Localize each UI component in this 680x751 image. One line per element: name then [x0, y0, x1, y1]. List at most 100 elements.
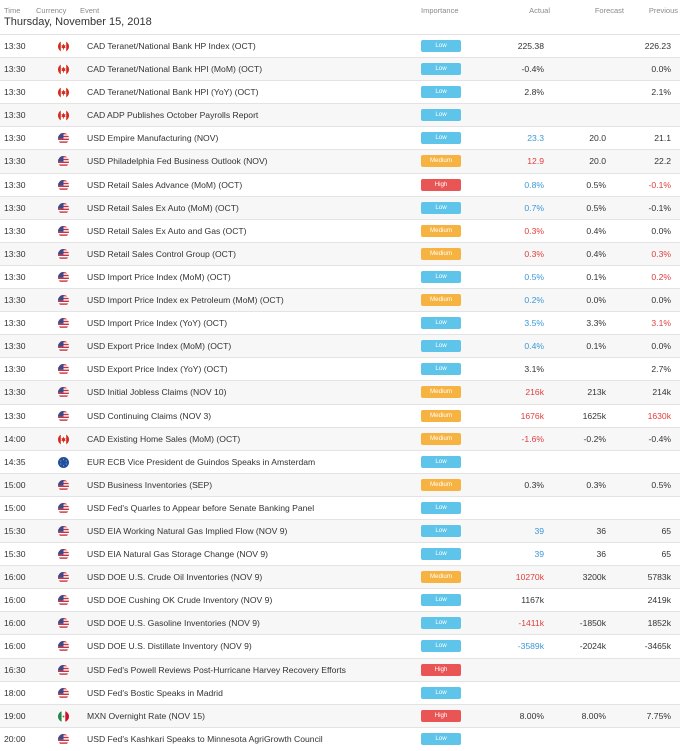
table-row[interactable]: 13:30 USD Export Price Index (MoM) (OCT) L…	[0, 334, 680, 358]
event-name[interactable]: USD Fed's Quarles to Appear before Senat…	[87, 502, 315, 513]
table-row[interactable]: 16:00 USD DOE U.S. Distillate Inventory (…	[0, 634, 680, 657]
forecast-value: 0.1%	[586, 341, 606, 352]
importance-badge: Low	[421, 317, 461, 330]
event-name[interactable]: USD Import Price Index ex Petroleum (MoM…	[87, 295, 284, 306]
previous-value: 65	[661, 525, 671, 536]
table-row[interactable]: 14:00 CAD Existing Home Sales (MoM) (OCT)…	[0, 426, 680, 450]
table-row[interactable]: 13:30 USD Retail Sales Control Group (OCT…	[0, 241, 680, 265]
table-row[interactable]: 13:30 USD Export Price Index (YoY) (OCT) L…	[0, 357, 680, 380]
event-name[interactable]: USD Import Price Index (MoM) (OCT)	[87, 271, 231, 282]
event-time: 13:30	[4, 295, 26, 306]
importance-badge: Low	[421, 617, 461, 630]
importance-badge: Medium	[421, 224, 461, 237]
table-row[interactable]: 13:30 CAD ADP Publishes October Payrolls …	[0, 103, 680, 127]
event-name[interactable]: USD Philadelphia Fed Business Outlook (N…	[87, 156, 268, 167]
event-name[interactable]: USD Empire Manufacturing (NOV)	[87, 133, 219, 144]
table-row[interactable]: 13:30 USD Retail Sales Ex Auto (MoM) (OCT…	[0, 195, 680, 219]
event-name[interactable]: USD DOE U.S. Distillate Inventory (NOV 9…	[87, 641, 252, 652]
column-header-previous[interactable]: Previous	[648, 6, 678, 15]
table-row[interactable]: 13:30 USD Empire Manufacturing (NOV) Low 23…	[0, 126, 680, 149]
column-header-time[interactable]: Time	[4, 6, 21, 15]
previous-value: 0.5%	[651, 479, 671, 490]
column-header-importance[interactable]: Importance	[421, 6, 459, 15]
table-row[interactable]: 13:30 USD Philadelphia Fed Business Outlo…	[0, 149, 680, 173]
column-header-currency[interactable]: Currency	[36, 6, 67, 15]
event-name[interactable]: USD EIA Natural Gas Storage Change (NOV …	[87, 549, 269, 560]
importance-badge: Low	[421, 363, 461, 376]
event-time: 13:30	[4, 364, 26, 375]
event-name[interactable]: USD Retail Sales Ex Auto and Gas (OCT)	[87, 225, 247, 236]
table-row[interactable]: 13:30 USD Continuing Claims (NOV 3) Medium…	[0, 403, 680, 427]
event-name[interactable]: USD Fed's Bostic Speaks in Madrid	[87, 687, 223, 698]
forecast-value: -0.2%	[583, 433, 606, 444]
event-name[interactable]: EUR ECB Vice President de Guindos Speaks…	[87, 456, 316, 467]
event-name[interactable]: CAD Teranet/National Bank HPI (MoM) (OCT…	[87, 64, 263, 75]
event-name[interactable]: USD DOE Cushing OK Crude Inventory (NOV …	[87, 595, 273, 606]
table-row[interactable]: 13:30 USD Retail Sales Advance (MoM) (OCT…	[0, 172, 680, 196]
event-name[interactable]: USD DOE U.S. Crude Oil Inventories (NOV …	[87, 572, 263, 583]
forecast-value: 0.3%	[586, 479, 606, 490]
table-row[interactable]: 16:00 USD DOE Cushing OK Crude Inventory …	[0, 588, 680, 611]
table-row[interactable]: 15:00 USD Business Inventories (SEP) Mediu…	[0, 472, 680, 496]
event-name[interactable]: USD Continuing Claims (NOV 3)	[87, 410, 212, 421]
event-time: 13:30	[4, 133, 26, 144]
us-flag-icon	[58, 318, 69, 330]
event-name[interactable]: USD Fed's Powell Reviews Post-Hurricane …	[87, 664, 346, 675]
table-row[interactable]: 20:00 USD Fed's Kashkari Speaks to Minnes…	[0, 726, 680, 751]
table-row[interactable]: 15:30 USD EIA Working Natural Gas Implied…	[0, 518, 680, 543]
event-name[interactable]: USD Retail Sales Advance (MoM) (OCT)	[87, 179, 243, 190]
table-row[interactable]: 14:35 EUR ECB Vice President de Guindos S…	[0, 449, 680, 473]
table-row[interactable]: 13:30 USD Retail Sales Ex Auto and Gas (O…	[0, 218, 680, 242]
forecast-value: -1850k	[579, 618, 606, 629]
event-name[interactable]: USD DOE U.S. Gasoline Inventories (NOV 9…	[87, 618, 260, 629]
event-name[interactable]: CAD Existing Home Sales (MoM) (OCT)	[87, 433, 241, 444]
table-row[interactable]: 18:00 USD Fed's Bostic Speaks in Madrid Lo…	[0, 680, 680, 704]
previous-value: -0.1%	[648, 179, 671, 190]
event-time: 13:30	[4, 341, 26, 352]
previous-value	[528, 728, 671, 751]
table-row[interactable]: 16:30 USD Fed's Powell Reviews Post-Hurri…	[0, 657, 680, 681]
table-row[interactable]: 16:00 USD DOE U.S. Gasoline Inventories (…	[0, 611, 680, 635]
table-row[interactable]: 13:30 USD Initial Jobless Claims (NOV 10)…	[0, 380, 680, 404]
event-name[interactable]: MXN Overnight Rate (NOV 15)	[87, 710, 205, 721]
event-name[interactable]: USD Retail Sales Control Group (OCT)	[87, 248, 237, 259]
table-row[interactable]: 13:30 USD Import Price Index ex Petroleum…	[0, 288, 680, 312]
event-name[interactable]: USD Import Price Index (YoY) (OCT)	[87, 318, 228, 329]
event-name[interactable]: CAD ADP Publishes October Payrolls Repor…	[87, 110, 259, 121]
event-name[interactable]: USD EIA Working Natural Gas Implied Flow…	[87, 525, 288, 536]
us-flag-icon	[58, 341, 69, 353]
event-name[interactable]: USD Retail Sales Ex Auto (MoM) (OCT)	[87, 202, 239, 213]
table-row[interactable]: 13:30 CAD Teranet/National Bank HPI (YoY)…	[0, 80, 680, 103]
column-header-event[interactable]: Event	[80, 6, 100, 15]
importance-badge: Low	[421, 640, 461, 653]
forecast-value: 3200k	[582, 572, 606, 583]
event-name[interactable]: USD Export Price Index (MoM) (OCT)	[87, 341, 232, 352]
previous-value: 1630k	[647, 410, 671, 421]
actual-value: 10270k	[515, 572, 544, 583]
column-header-actual[interactable]: Actual	[529, 6, 550, 15]
us-flag-icon	[58, 525, 69, 537]
table-row[interactable]: 16:00 USD DOE U.S. Crude Oil Inventories …	[0, 565, 680, 589]
event-time: 13:30	[4, 87, 26, 98]
table-row[interactable]: 13:30 CAD Teranet/National Bank HPI (MoM)…	[0, 57, 680, 81]
event-name[interactable]: CAD Teranet/National Bank HP Index (OCT)	[87, 41, 256, 51]
event-name[interactable]: USD Business Inventories (SEP)	[87, 479, 213, 490]
column-header-forecast[interactable]: Forecast	[594, 6, 624, 15]
previous-value: 0.0%	[651, 295, 671, 306]
importance-badge: Low	[421, 501, 461, 514]
event-name[interactable]: USD Initial Jobless Claims (NOV 10)	[87, 387, 227, 398]
event-name[interactable]: CAD Teranet/National Bank HPI (YoY) (OCT…	[87, 87, 259, 98]
actual-value: 1676k	[520, 410, 544, 421]
table-row[interactable]: 13:30 USD Import Price Index (MoM) (OCT) L…	[0, 264, 680, 288]
previous-value: 2.1%	[651, 87, 671, 98]
table-row[interactable]: 15:00 USD Fed's Quarles to Appear before …	[0, 495, 680, 519]
previous-value: 65	[661, 549, 671, 560]
event-name[interactable]: USD Export Price Index (YoY) (OCT)	[87, 364, 228, 375]
table-row[interactable]: 13:30 CAD Teranet/National Bank HP Index …	[0, 34, 680, 57]
table-row[interactable]: 19:00 MXN Overnight Rate (NOV 15) High 8.00…	[0, 703, 680, 727]
table-row[interactable]: 15:30 USD EIA Natural Gas Storage Change …	[0, 542, 680, 565]
actual-value: 0.2%	[524, 295, 544, 306]
event-name[interactable]: USD Fed's Kashkari Speaks to Minnesota A…	[87, 733, 323, 744]
us-flag-icon	[58, 156, 69, 168]
table-row[interactable]: 13:30 USD Import Price Index (YoY) (OCT) L…	[0, 311, 680, 334]
